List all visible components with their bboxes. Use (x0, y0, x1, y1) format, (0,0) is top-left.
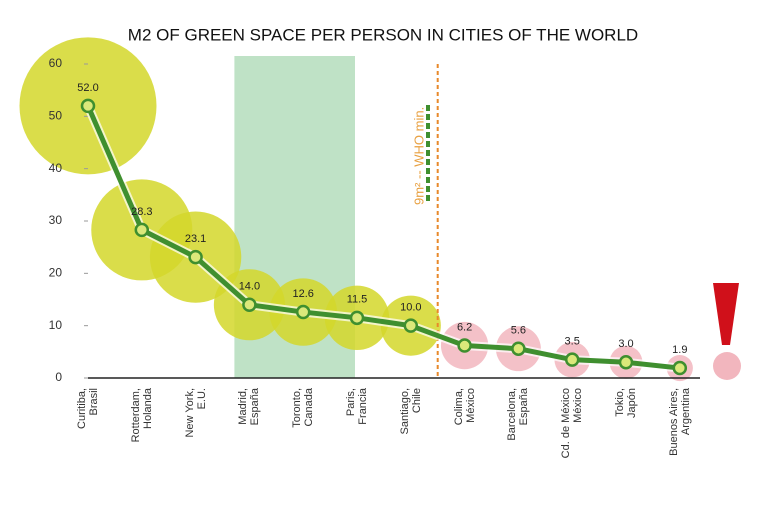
value-label: 14.0 (239, 281, 260, 293)
x-tick-label: Madrid, España (237, 388, 262, 426)
x-tick-label: New York, E.U. (183, 388, 208, 438)
x-tick-label: Cd. de México México (560, 388, 585, 459)
y-tick-label: 40 (49, 161, 63, 175)
point (618, 355, 634, 370)
value-label: 3.5 (565, 336, 580, 348)
point (672, 360, 688, 376)
value-label: 23.1 (185, 233, 206, 245)
point (349, 310, 365, 326)
y-tick-label: 50 (49, 109, 63, 123)
background-layer (19, 37, 693, 382)
alert-mark (713, 283, 739, 345)
chart-title: M2 OF GREEN SPACE PER PERSON IN CITIES O… (128, 25, 638, 44)
value-label: 3.0 (618, 338, 633, 350)
x-tick-label: Tokio, Japón (614, 388, 638, 418)
x-tick-label: Colima, México (452, 388, 477, 426)
value-label: 11.5 (347, 294, 368, 306)
point (457, 338, 472, 353)
x-tick-label: Toronto, Canada (291, 388, 316, 428)
y-tick-label: 20 (49, 266, 63, 280)
point (564, 352, 580, 367)
point (188, 249, 203, 265)
y-tick-label: 30 (49, 213, 63, 227)
y-tick-label: 60 (49, 56, 63, 70)
point (134, 222, 150, 238)
value-label: 12.6 (292, 288, 313, 300)
point (80, 98, 96, 114)
value-label: 5.6 (511, 325, 526, 337)
value-label: 28.3 (131, 206, 152, 218)
y-tick-label: 0 (55, 370, 62, 384)
x-tick-label: Barcelona, España (506, 388, 531, 441)
line (85, 104, 681, 371)
annotation: 9m² -- WHO min. (411, 107, 426, 205)
point (511, 341, 526, 356)
value-label: 1.9 (672, 344, 687, 356)
point (403, 318, 419, 333)
point (295, 304, 311, 320)
y-tick-label: 10 (49, 318, 63, 332)
point (242, 297, 257, 312)
value-label: 10.0 (400, 302, 421, 314)
x-tick-label: Santiago, Chile (398, 388, 423, 435)
value-label: 52.0 (77, 82, 98, 94)
x-tick-label: Buenos Aires, Argentina (667, 388, 692, 456)
x-tick-label: Paris, Francia (345, 388, 369, 425)
x-tick-label: Curitiba, Brasil (76, 388, 100, 429)
value-label: 6.2 (457, 321, 472, 333)
x-tick-label: Rotterdam, Holanda (129, 388, 154, 443)
alert-dot (713, 352, 741, 380)
